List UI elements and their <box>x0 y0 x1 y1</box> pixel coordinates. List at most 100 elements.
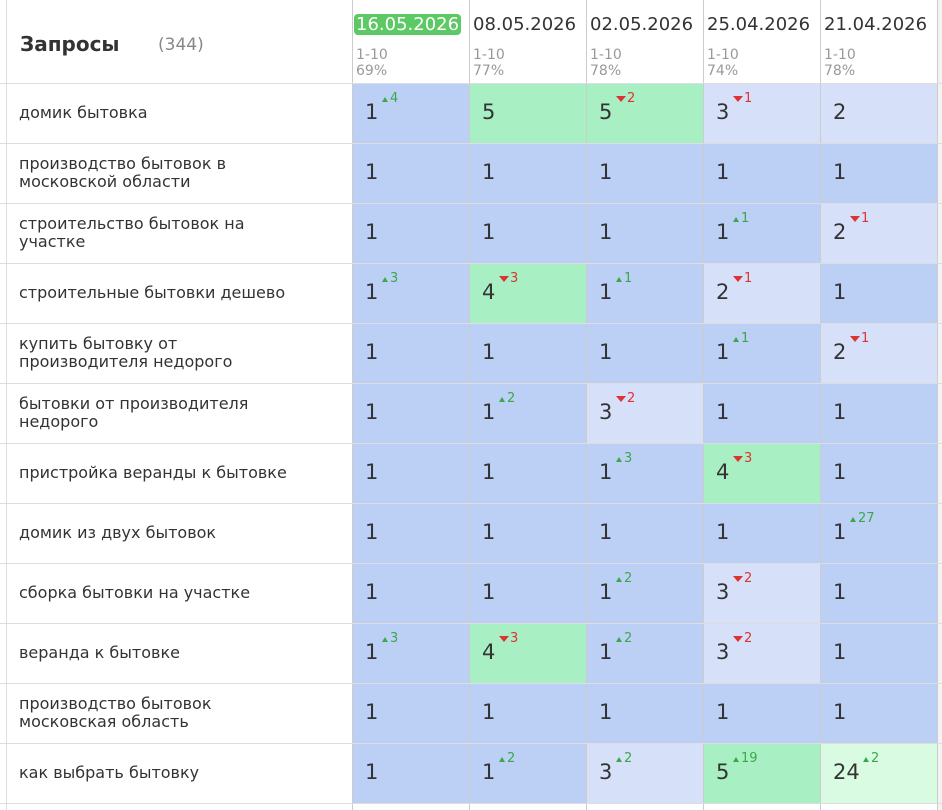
column-share: 78% <box>824 63 856 79</box>
position-cell: 1 <box>353 504 469 563</box>
position-change: 2 <box>624 751 633 766</box>
position: 1 <box>599 340 613 364</box>
position: 1 <box>833 460 847 484</box>
position: 1 <box>365 280 379 304</box>
column-divider <box>586 0 587 810</box>
column-date: 21.04.2026 <box>824 14 928 35</box>
query: домик бытовка <box>19 83 289 143</box>
position-cell: 1 <box>704 384 820 443</box>
position-cell: 1 <box>587 144 703 203</box>
trend-arrow <box>499 276 509 282</box>
position-change: 2 <box>624 631 633 646</box>
position-cell: 1 <box>470 204 586 263</box>
position-change: 4 <box>390 91 399 106</box>
trend-arrow <box>499 397 505 402</box>
query: производство бытовок в московской област… <box>19 143 289 203</box>
trend-arrow <box>616 757 622 762</box>
position-change: 19 <box>741 751 758 766</box>
trend-arrow <box>733 456 743 462</box>
position: 1 <box>716 520 730 544</box>
position-change: 3 <box>510 631 519 646</box>
position: 1 <box>365 340 379 364</box>
row-line <box>0 203 942 204</box>
trend-arrow <box>850 336 860 342</box>
position-change: 1 <box>744 271 753 286</box>
position-cell: 1 <box>821 444 937 503</box>
row-line <box>0 743 942 744</box>
trend-arrow <box>616 96 626 102</box>
trend-arrow <box>850 216 860 222</box>
trend-arrow <box>382 637 388 642</box>
query-text: сборка бытовки на участке <box>19 583 251 602</box>
position: 3 <box>716 580 730 604</box>
row-line <box>0 263 942 264</box>
column-share: 69% <box>356 63 388 79</box>
position: 5 <box>716 760 730 784</box>
position-change: 3 <box>390 271 399 286</box>
position-cell: 1 <box>353 384 469 443</box>
column-date: 16.05.2026 <box>354 14 462 35</box>
position-change: 3 <box>510 271 519 286</box>
row-line <box>0 503 942 504</box>
position-change: 1 <box>744 91 753 106</box>
position-cell: 1 <box>470 324 586 383</box>
position-cell: 1 <box>353 684 469 743</box>
row-line <box>0 143 942 144</box>
query-text: пристройка веранды к бытовке <box>19 463 287 482</box>
position-cell: 1 <box>470 444 586 503</box>
column-date: 25.04.2026 <box>707 14 811 35</box>
row-line <box>0 443 942 444</box>
position-cell: 1 <box>821 684 937 743</box>
position-change: 2 <box>744 571 753 586</box>
position: 1 <box>599 520 613 544</box>
position-cell: 2 <box>821 84 937 143</box>
position-change: 1 <box>741 211 750 226</box>
header-line <box>0 83 942 84</box>
position-change: 2 <box>744 631 753 646</box>
query-text: домик бытовка <box>19 103 148 122</box>
position: 1 <box>365 100 379 124</box>
trend-arrow <box>733 757 739 762</box>
position: 1 <box>599 220 613 244</box>
column-share: 77% <box>473 63 505 79</box>
query: производство бытовок московская область <box>19 683 289 743</box>
query: домик из двух бытовок <box>19 503 289 563</box>
position: 1 <box>482 220 496 244</box>
query: пристройка веранды к бытовке <box>19 443 289 503</box>
position: 2 <box>833 220 847 244</box>
query: веранда к бытовке <box>19 623 289 683</box>
position-cell: 1 <box>353 144 469 203</box>
position-cell: 1 <box>704 504 820 563</box>
position-cell: 1 <box>470 504 586 563</box>
position-cell: 1 <box>821 144 937 203</box>
column-range: 1-10 <box>824 47 856 63</box>
column-divider <box>703 0 704 810</box>
row-line <box>0 623 942 624</box>
column-range: 1-10 <box>590 47 622 63</box>
position-cell: 1 <box>470 144 586 203</box>
position: 1 <box>365 700 379 724</box>
position: 1 <box>599 160 613 184</box>
column-date: 02.05.2026 <box>590 14 694 35</box>
row-line <box>0 683 942 684</box>
position: 4 <box>482 280 496 304</box>
position: 1 <box>833 640 847 664</box>
position: 1 <box>482 400 496 424</box>
position: 1 <box>482 520 496 544</box>
position-change: 1 <box>741 331 750 346</box>
position: 1 <box>482 760 496 784</box>
trend-arrow <box>382 277 388 282</box>
column-edge <box>937 0 942 810</box>
position-change: 2 <box>507 391 516 406</box>
position-cell: 24 2 <box>821 744 937 803</box>
position-change: 2 <box>627 391 636 406</box>
position: 1 <box>599 460 613 484</box>
position-cell: 5 <box>470 84 586 143</box>
